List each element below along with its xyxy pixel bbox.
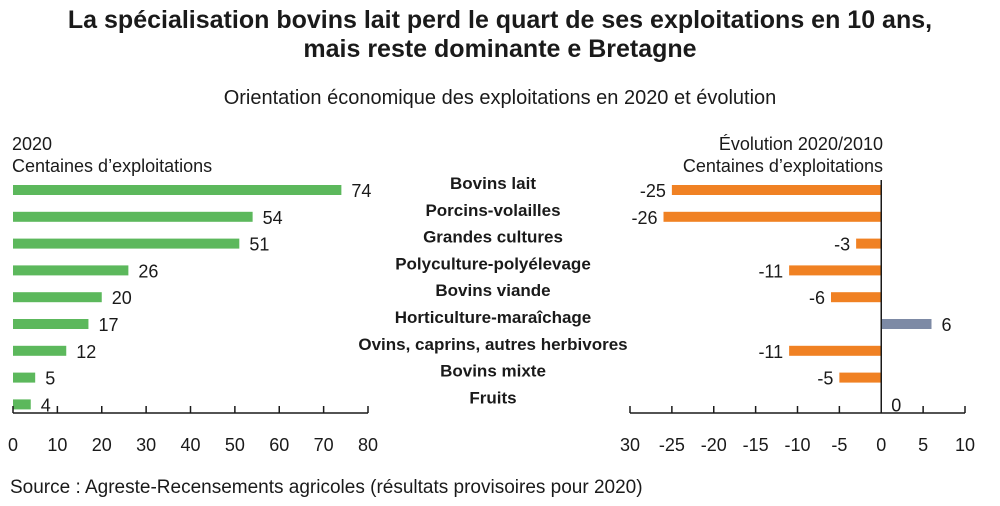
category-labels: Bovins lait Porcins-volailles Grandes cult… [358, 174, 627, 407]
right-value-label: 0 [891, 395, 901, 415]
category-label-porcins-volailles: Porcins-volailles [425, 201, 560, 220]
left-value-label: 5 [45, 369, 55, 389]
right-panel-header: Évolution 2020/2010 Centaines d’exploita… [683, 133, 883, 177]
left-tick-label: 80 [358, 435, 378, 455]
right-tick-label: -20 [701, 435, 727, 455]
right-bar-ovins-caprins-autres-herbivores [789, 345, 882, 356]
category-label-ovins-caprins-autres-herbivores: Ovins, caprins, autres herbivores [358, 335, 627, 354]
left-tick-label: 30 [136, 435, 156, 455]
category-label-bovins-lait: Bovins lait [450, 174, 536, 193]
chart-title-line2: mais reste dominante e Bretagne [303, 35, 697, 63]
right-value-label: -3 [834, 235, 850, 255]
right-bar-bovins-lait [671, 185, 882, 195]
right-tick-label: -10 [784, 435, 810, 455]
left-tick-label: 60 [269, 435, 289, 455]
left-value-label: 4 [41, 395, 51, 415]
left-value-label: 12 [76, 342, 96, 362]
right-value-label: -25 [640, 181, 666, 201]
left-tick-label: 0 [8, 435, 18, 455]
right-value-label: -26 [631, 208, 657, 228]
chart-title: La spécialisation bovins lait perd le qu… [0, 6, 1000, 64]
left-bar-ovins-caprins-autres-herbivores [13, 345, 67, 356]
left-tick-label: 20 [92, 435, 112, 455]
right-bar-horticulture-maraichage [881, 319, 932, 329]
left-panel-unit: Centaines d’exploitations [12, 156, 213, 176]
left-panel-header: 2020 Centaines d’exploitations [12, 133, 212, 177]
right-bar-bovins-viande [831, 292, 882, 303]
right-tick-label: 5 [918, 435, 928, 455]
right-bar-bovins-mixte [839, 372, 882, 383]
left-value-label: 51 [249, 235, 269, 255]
right-bar-polyculture-polyelevage [789, 265, 882, 276]
left-bar-grandes-cultures [13, 238, 240, 249]
right-bar-porcins-volailles [663, 211, 882, 222]
chart-subtitle: Orientation économique des exploitations… [223, 87, 777, 109]
right-tick-label: -5 [831, 435, 847, 455]
category-label-grandes-cultures: Grandes cultures [423, 228, 563, 247]
right-tick-label: -25 [659, 435, 685, 455]
right-panel-unit: Centaines d’exploitations [682, 156, 883, 176]
left-bar-bovins-viande [13, 292, 102, 303]
left-value-label: 17 [98, 315, 118, 335]
left-bar-bovins-lait [13, 185, 342, 195]
right-panel-title: Évolution 2020/2010 [718, 134, 883, 154]
right-value-label: -6 [809, 288, 825, 308]
right-value-label: -11 [758, 261, 783, 281]
chart-title-line1: La spécialisation bovins lait perd le qu… [67, 6, 933, 34]
category-label-polyculture-polyelevage: Polyculture-polyélevage [395, 254, 591, 273]
left-value-label: 20 [112, 288, 132, 308]
right-value-label: 6 [942, 315, 952, 335]
left-bar-horticulture-maraichage [13, 319, 89, 329]
source-note: Source : Agreste-Recensements agricoles … [10, 477, 643, 498]
left-value-label: 74 [351, 181, 371, 201]
category-label-bovins-mixte: Bovins mixte [440, 362, 546, 381]
left-bar-fruits [13, 399, 31, 410]
right-tick-label: 10 [955, 435, 975, 455]
right-tick-label: -15 [743, 435, 769, 455]
right-tick-label: 30 [620, 435, 640, 455]
right-tick-label: 0 [876, 435, 886, 455]
left-tick-label: 40 [180, 435, 200, 455]
category-label-fruits: Fruits [469, 388, 516, 407]
right-bar-grandes-cultures [856, 238, 882, 249]
left-bar-porcins-volailles [13, 211, 253, 222]
right-value-label: -5 [817, 369, 833, 389]
left-bar-bovins-mixte [13, 372, 36, 383]
right-value-label: -11 [758, 342, 783, 362]
category-label-bovins-viande: Bovins viande [435, 281, 550, 300]
left-tick-label: 10 [47, 435, 67, 455]
left-tick-label: 50 [225, 435, 245, 455]
left-value-label: 54 [263, 208, 283, 228]
left-value-label: 26 [138, 261, 158, 281]
left-bar-polyculture-polyelevage [13, 265, 129, 276]
category-label-horticulture-maraichage: Horticulture-maraîchage [395, 308, 592, 327]
left-tick-label: 70 [314, 435, 334, 455]
left-panel-year: 2020 [12, 134, 53, 154]
